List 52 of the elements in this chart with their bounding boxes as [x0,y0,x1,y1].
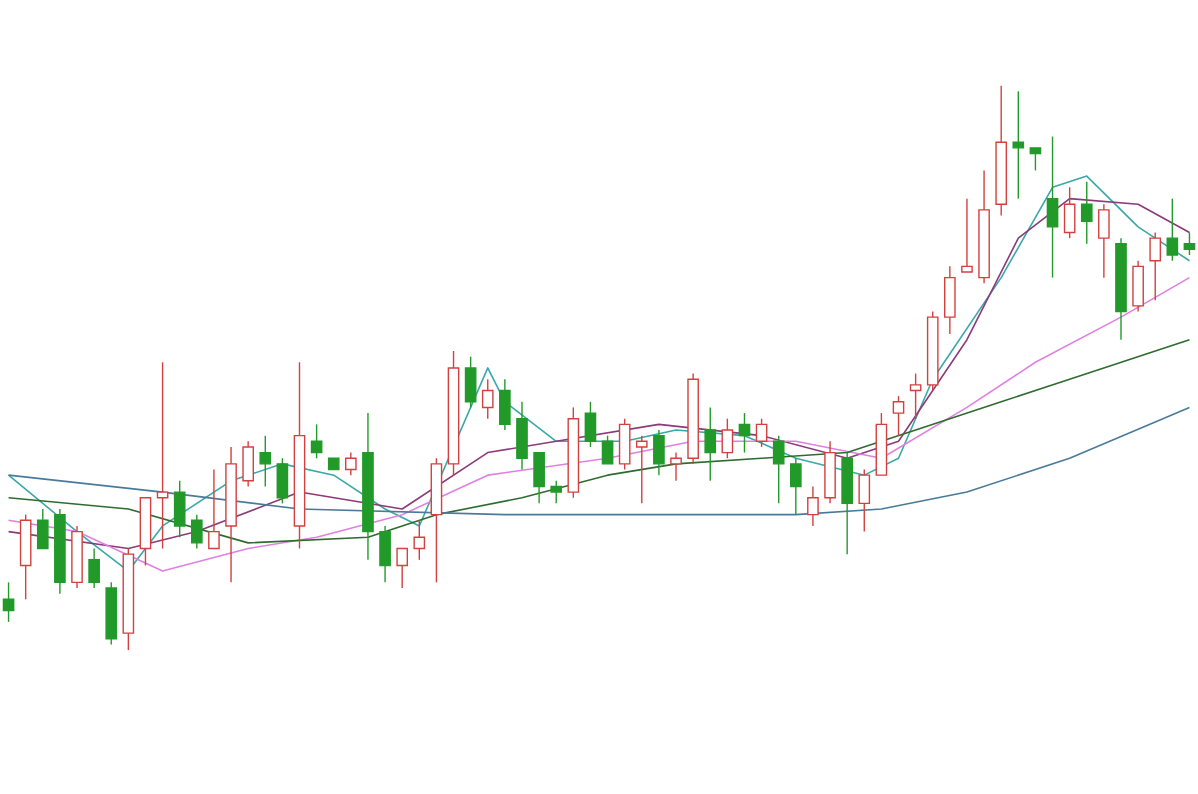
candlestick [310,423,323,459]
candlestick [259,434,272,488]
candlestick [156,361,169,550]
candlestick [721,418,734,459]
candlestick [345,451,357,476]
candlestick [944,265,956,335]
candlestick [892,395,905,437]
candlestick [1166,197,1179,262]
candlestick [618,418,631,471]
candlestick [755,418,768,448]
candlestick [1012,90,1025,200]
candlestick [1046,135,1059,279]
candlestick [1183,231,1196,256]
candlestick [276,457,289,505]
candlestick [1149,231,1162,301]
candlestick [1098,203,1110,279]
candlestick [190,513,203,550]
candlestick [2,581,15,623]
candlestick [481,378,494,420]
candlestick [208,468,220,550]
candlestick [19,513,32,600]
candlestick [88,547,100,589]
candlestick [738,412,751,454]
candlestick [1063,186,1076,239]
candlestick [533,451,545,505]
candlestick [909,372,922,420]
candlestick [242,440,254,488]
candlestick [858,468,871,533]
candlestick [670,451,682,482]
candlestick [396,547,409,589]
candlestick [1029,147,1042,172]
candlestick [1132,260,1144,313]
candlestick [173,480,186,538]
candlestick [379,525,391,584]
candlestick [516,401,528,471]
candlestick [824,440,836,505]
candlestick [841,451,853,555]
candlestick [36,508,49,550]
candlestick [1080,181,1093,245]
candlestick [635,434,648,505]
candlestick [789,457,802,516]
candlestick [807,485,819,527]
candlestick [413,519,426,561]
candlestick [584,401,597,448]
candlestick [772,434,785,505]
candlestick [601,434,614,465]
candlestick [961,197,973,273]
candlestick [550,480,563,505]
candlestick [653,429,665,476]
candlestick [499,378,511,431]
candlestick [464,355,477,409]
candlestick [704,406,717,482]
